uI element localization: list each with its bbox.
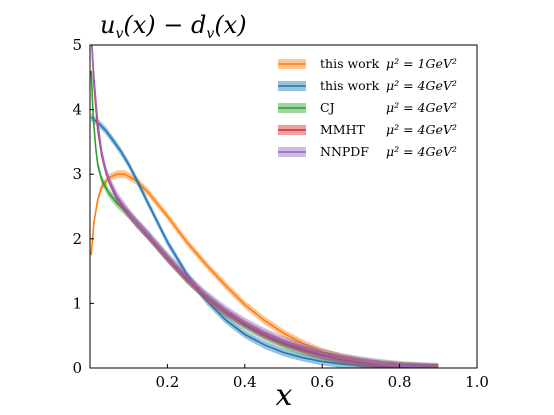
- y-tick-label: 2: [72, 230, 82, 248]
- legend-scale: μ² = 4GeV²: [386, 100, 457, 115]
- legend-item: MMHT μ² = 4GeV²: [278, 122, 457, 137]
- series-line-4: [91, 45, 439, 368]
- legend-scale: μ² = 4GeV²: [386, 78, 457, 93]
- series-line-1: [90, 116, 439, 368]
- legend-scale: μ² = 4GeV²: [386, 122, 457, 137]
- legend-label: MMHT: [320, 122, 365, 137]
- x-tick-label: 0.6: [310, 373, 334, 391]
- legend-item: NNPDF μ² = 4GeV²: [278, 144, 457, 159]
- legend-item: this work μ² = 1GeV²: [278, 56, 457, 71]
- svg-text:uv(x) − dv(x): uv(x) − dv(x): [100, 11, 247, 42]
- y-axis: 0 1 2 3 4 5: [72, 36, 94, 377]
- x-axis: 0.2 0.4 0.6 0.8 1.0: [155, 364, 489, 391]
- x-tick-label: 1.0: [465, 373, 489, 391]
- legend-item: CJ μ² = 4GeV²: [278, 100, 457, 115]
- legend-scale: μ² = 4GeV²: [386, 144, 457, 159]
- legend-scale: μ² = 1GeV²: [386, 56, 457, 71]
- legend-label: this work: [320, 78, 380, 93]
- axes-frame: [89, 44, 478, 369]
- x-tick-label: 0.4: [233, 373, 257, 391]
- y-tick-label: 0: [72, 359, 82, 377]
- y-tick-label: 5: [72, 36, 82, 54]
- legend-item: this work μ² = 4GeV²: [278, 78, 457, 93]
- y-tick-label: 3: [72, 165, 82, 183]
- series-layer: [90, 45, 439, 368]
- x-tick-label: 0.8: [388, 373, 412, 391]
- y-tick-label: 4: [72, 101, 82, 119]
- y-tick-label: 1: [72, 294, 82, 312]
- legend-label: CJ: [320, 100, 335, 115]
- chart-title: uv(x) − dv(x): [100, 11, 247, 42]
- x-tick-label: 0.2: [155, 373, 179, 391]
- legend-label: NNPDF: [320, 144, 369, 159]
- legend-label: this work: [320, 56, 380, 71]
- x-axis-label: x: [276, 378, 293, 413]
